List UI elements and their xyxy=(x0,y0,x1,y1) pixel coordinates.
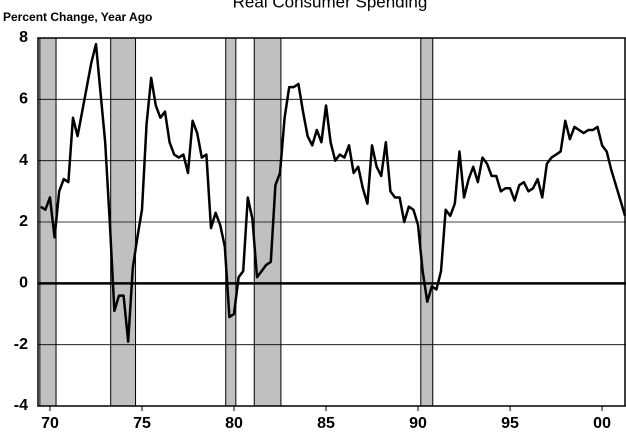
x-tick-label: 75 xyxy=(133,415,151,432)
y-tick-label: 4 xyxy=(19,152,28,169)
y-tick-label: 2 xyxy=(19,213,28,230)
data-line xyxy=(40,42,626,343)
y-tick-label: 0 xyxy=(19,275,28,292)
x-tick-label: 85 xyxy=(317,415,335,432)
y-tick-label: 6 xyxy=(19,91,28,108)
x-tick-label: 90 xyxy=(409,415,427,432)
x-tick-label: 80 xyxy=(225,415,243,432)
y-tick-label: -2 xyxy=(14,336,28,353)
x-tick-label: 00 xyxy=(593,415,611,432)
plot-frame xyxy=(37,37,626,407)
x-tick-label: 70 xyxy=(41,415,59,432)
y-tick-label: -4 xyxy=(14,397,28,414)
chart-title: Real Consumer Spending xyxy=(233,0,428,11)
y-axis-label: Percent Change, Year Ago xyxy=(3,10,152,24)
x-tick-label: 95 xyxy=(501,415,519,432)
y-tick-label: 8 xyxy=(19,29,28,46)
